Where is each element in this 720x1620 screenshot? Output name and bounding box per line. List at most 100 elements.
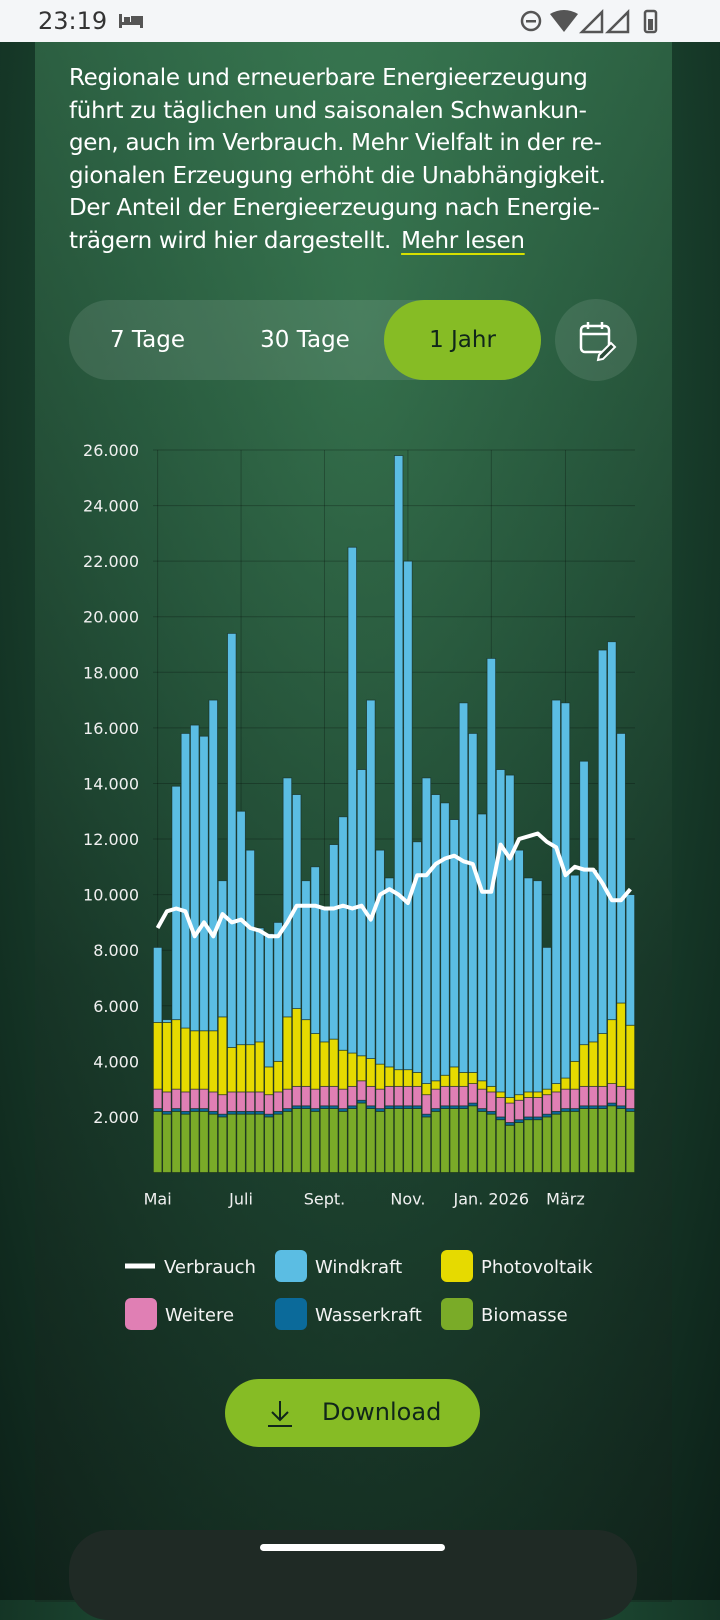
y-tick-label: 18.000 [83, 663, 139, 682]
bar-segment [421, 1094, 432, 1115]
bar-segment [254, 1041, 265, 1093]
tab[interactable]: 30 Tage [260, 327, 350, 353]
nav-handle [260, 1544, 445, 1551]
bar-segment [458, 1105, 469, 1109]
legend-label: Windkraft [315, 1257, 402, 1278]
bar-segment [588, 869, 598, 1043]
tab[interactable]: 7 Tage [109, 327, 186, 353]
bar-segment [227, 1110, 237, 1115]
bar-segment [375, 1108, 385, 1112]
bar-segment [162, 1110, 172, 1115]
bar-segment [486, 1085, 496, 1093]
bar-segment [236, 1110, 246, 1115]
bar-segment [458, 702, 469, 1073]
bar-segment [199, 1030, 209, 1090]
bar-segment [560, 1088, 571, 1109]
calendar-button[interactable] [555, 299, 637, 381]
bar-segment [282, 1108, 293, 1112]
bar-segment [180, 1113, 191, 1173]
bar-segment [245, 1044, 255, 1093]
bar-segment [162, 1019, 172, 1023]
bar-segment [199, 1088, 209, 1109]
x-tick-label: Mai [144, 1190, 172, 1209]
bar-segment [588, 1041, 598, 1087]
bar-segment [319, 1105, 330, 1109]
bar-segment [495, 1116, 506, 1121]
bar-segment [412, 1072, 422, 1087]
bar-segment [338, 1110, 348, 1173]
bar-segment [366, 1085, 376, 1107]
bar-segment [329, 844, 339, 1040]
bar-segment [412, 1085, 422, 1107]
bar-segment [180, 1027, 191, 1093]
bar-segment [245, 1091, 255, 1112]
bar-segment [254, 1110, 265, 1115]
bar-segment [579, 1105, 589, 1109]
system-icons [520, 8, 658, 34]
intro-line: Der Anteil der Energieerzeugung nach Ene… [69, 195, 600, 221]
legend-label: Biomasse [481, 1305, 568, 1326]
bar-segment [217, 1016, 228, 1096]
bar-segment [347, 546, 357, 1054]
bar-segment [264, 933, 274, 1068]
bar-segment [199, 1108, 209, 1112]
x-tick-label: Juli [228, 1190, 253, 1209]
bar-segment [431, 1110, 441, 1173]
bar-segment [366, 1058, 376, 1087]
bar-segment [440, 1074, 450, 1087]
y-tick-label: 10.000 [83, 886, 139, 905]
bar-segment [292, 794, 302, 1009]
bar-segment [273, 1091, 283, 1112]
bar-segment [347, 1105, 357, 1109]
legend-swatch [125, 1298, 157, 1330]
bar-segment [570, 1110, 580, 1173]
bar-segment [375, 1063, 385, 1090]
read-more-link[interactable]: Mehr lesen [401, 227, 525, 254]
bar-segment [329, 1108, 339, 1173]
bar-segment [495, 1097, 506, 1118]
bar-segment [208, 1030, 218, 1093]
bar-segment [551, 1091, 561, 1112]
bar-segment [607, 1019, 617, 1084]
bar-segment [412, 1105, 422, 1109]
bar-segment [356, 1055, 367, 1082]
download-button[interactable]: Download [225, 1379, 480, 1447]
legend-label: Weitere [165, 1305, 234, 1326]
y-tick-label: 16.000 [83, 719, 139, 738]
intro-line: gen, auch im Verbrauch. Mehr Vielfalt in… [69, 130, 602, 156]
bar-segment [431, 1108, 441, 1112]
bar-segment [625, 894, 636, 1026]
bar-segment [329, 1085, 339, 1107]
bar-segment [468, 1105, 478, 1173]
bar-segment [468, 1072, 478, 1084]
bar-segment [449, 1085, 459, 1107]
bar-segment [356, 1099, 367, 1104]
tab[interactable]: 1 Jahr [384, 300, 541, 380]
bar-segment [597, 1085, 608, 1107]
legend-label: Wasserkraft [315, 1305, 422, 1326]
y-tick-label: 22.000 [83, 552, 139, 571]
bar-segment [356, 1102, 367, 1173]
bar-segment [384, 1105, 395, 1109]
bar-segment [505, 1122, 515, 1126]
bar-segment [319, 1085, 330, 1107]
bar-segment [338, 1108, 348, 1112]
bar-segment [458, 1108, 469, 1173]
bar-segment [162, 1091, 172, 1112]
bar-segment [301, 880, 311, 1021]
sleep-icon [119, 14, 143, 28]
bar-segment [616, 733, 626, 1004]
bar-segment [597, 1105, 608, 1109]
bar-segment [227, 1091, 237, 1112]
bar-segment [227, 1047, 237, 1093]
bar-segment [421, 777, 432, 1084]
bar-segment [282, 1088, 293, 1109]
bar-segment [616, 1108, 626, 1173]
bar-segment [533, 880, 543, 1093]
y-tick-label: 26.000 [83, 441, 139, 460]
bar-segment [254, 927, 265, 1043]
bar-segment [514, 1094, 524, 1101]
bar-segment [366, 699, 376, 1059]
bar-segment [607, 641, 617, 1021]
bar-segment [273, 1113, 283, 1173]
